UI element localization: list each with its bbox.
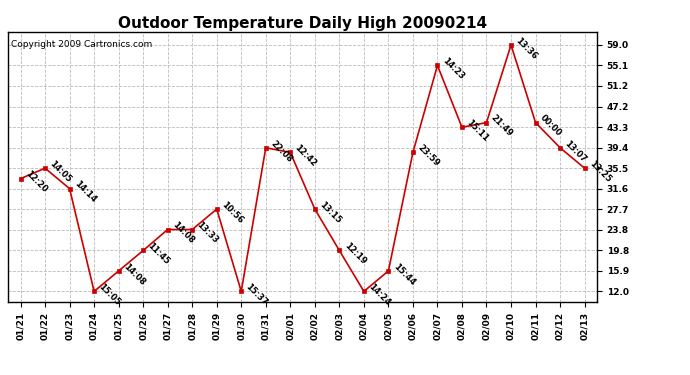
Text: 21:49: 21:49 <box>489 113 515 139</box>
Text: 14:08: 14:08 <box>170 220 196 246</box>
Text: 15:37: 15:37 <box>244 282 269 308</box>
Text: 14:14: 14:14 <box>72 180 98 205</box>
Text: 22:08: 22:08 <box>268 139 294 164</box>
Text: 12:20: 12:20 <box>23 170 48 195</box>
Text: 14:23: 14:23 <box>440 56 466 82</box>
Text: 14:24: 14:24 <box>366 282 392 308</box>
Text: 15:05: 15:05 <box>97 282 122 308</box>
Text: 14:08: 14:08 <box>121 262 146 287</box>
Text: 14:05: 14:05 <box>48 159 73 184</box>
Text: 10:56: 10:56 <box>219 200 245 225</box>
Title: Outdoor Temperature Daily High 20090214: Outdoor Temperature Daily High 20090214 <box>118 16 487 31</box>
Text: 12:42: 12:42 <box>293 143 319 169</box>
Text: 13:25: 13:25 <box>587 159 613 184</box>
Text: 11:45: 11:45 <box>146 242 171 267</box>
Text: 13:33: 13:33 <box>195 220 220 246</box>
Text: 23:59: 23:59 <box>415 143 441 168</box>
Text: 15:44: 15:44 <box>391 262 417 287</box>
Text: 13:15: 13:15 <box>317 200 343 225</box>
Text: 12:19: 12:19 <box>342 242 367 267</box>
Text: 00:00: 00:00 <box>538 113 563 138</box>
Text: 15:11: 15:11 <box>465 118 490 144</box>
Text: 13:36: 13:36 <box>514 36 539 61</box>
Text: 13:07: 13:07 <box>563 139 588 164</box>
Text: Copyright 2009 Cartronics.com: Copyright 2009 Cartronics.com <box>11 40 152 49</box>
